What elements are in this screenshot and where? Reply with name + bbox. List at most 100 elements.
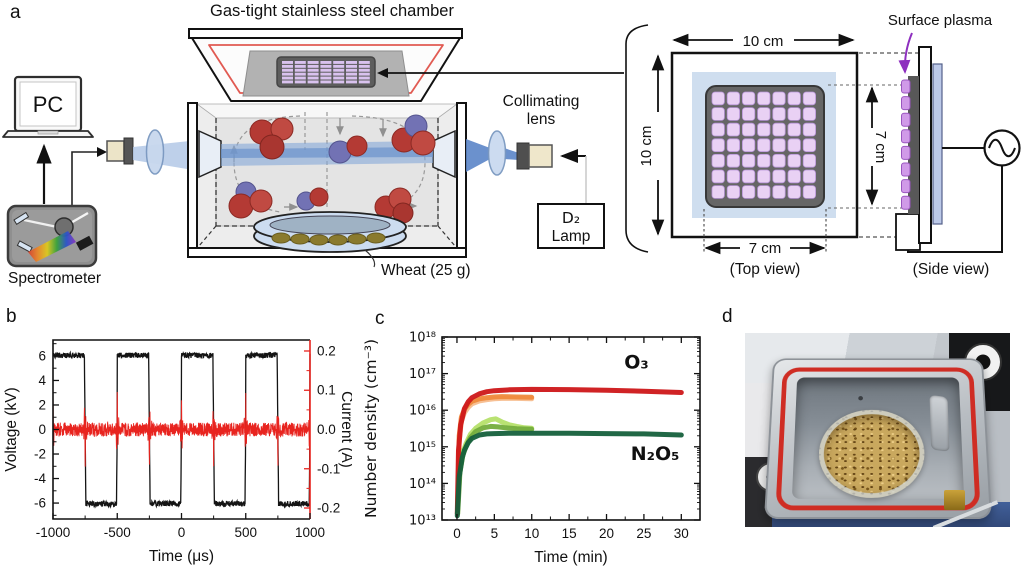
plasma-cell [711, 185, 725, 199]
plasma-cell [711, 138, 725, 153]
y-left-tick-label: 4 [38, 373, 46, 388]
plasma-cell [757, 107, 771, 121]
chamber-port-hole [857, 395, 863, 401]
side-view-plasma-segments [901, 79, 911, 210]
top-view-label: (Top view) [730, 261, 801, 278]
plasma-cell [772, 153, 786, 168]
plasma-cell [358, 72, 370, 76]
plasma-cell [307, 68, 319, 72]
plasma-cell [346, 68, 357, 72]
dim-left-label: 10 cm [638, 126, 655, 167]
y-left-tick-label: -6 [34, 496, 46, 511]
x-tick-label: 25 [636, 526, 651, 541]
plasma-cell [282, 61, 293, 64]
spectrometer-label: Spectrometer [8, 270, 101, 287]
plasma-cell [772, 107, 786, 121]
plasma-cell [320, 80, 332, 84]
plasma-cell [307, 61, 319, 64]
plasma-cell [757, 153, 771, 168]
d2-lamp-box: D₂ Lamp [537, 203, 605, 249]
dim-bottom-label: 7 cm [749, 240, 782, 257]
spectrometer-icon [6, 204, 98, 268]
x-tick-label: 30 [674, 526, 689, 541]
plasma-cell [333, 64, 345, 68]
plasma-cell [282, 68, 293, 72]
plasma-cell [333, 76, 345, 80]
side-view-plate [918, 46, 932, 244]
left-lens-icon [145, 129, 165, 175]
plasma-cell [307, 76, 319, 80]
photo-brass-fitting [943, 490, 965, 510]
panel-c-label: c [375, 308, 385, 329]
x-tick-label: 0 [178, 525, 186, 540]
right-beam-2 [504, 148, 519, 160]
plasma-cell [787, 91, 801, 106]
plasma-cell [346, 80, 357, 84]
plasma-cell [294, 64, 306, 68]
plasma-cell [711, 169, 725, 184]
top-view-diagram: 10 cm 10 cm 7 cm 7 cm (Top view) [638, 33, 906, 278]
surface-plasma-arrow [898, 32, 913, 74]
wheat-grains [271, 232, 386, 246]
wire-bottom [907, 166, 1003, 253]
plasma-cell [282, 72, 293, 76]
plasma-cell [726, 122, 741, 137]
gas-molecules [228, 114, 436, 224]
y-right-tick-label: -0.2 [317, 501, 340, 516]
y-tick-label: 10¹⁴ [409, 477, 436, 492]
plasma-cell [787, 107, 801, 121]
panel-d-label: d [722, 306, 733, 327]
plasma-cell [742, 122, 756, 137]
plasma-cell [726, 153, 741, 168]
wheat-leader-line [364, 249, 376, 268]
plasma-cell [282, 80, 293, 84]
plasma-cell [726, 107, 741, 121]
plasma-cell [711, 122, 725, 137]
pc-label: PC [33, 92, 64, 117]
plasma-cell [346, 72, 357, 76]
plasma-pointer-arrowhead [377, 68, 388, 78]
wheat-dish [253, 211, 407, 253]
panel-b-label: b [6, 306, 17, 327]
plasma-cell [787, 153, 801, 168]
detail-brace [625, 24, 649, 253]
plasma-cell [282, 64, 293, 68]
y-tick-label: 10¹⁸ [409, 331, 436, 346]
plasma-panel-cells [282, 61, 370, 84]
voltage-trace [52, 350, 311, 509]
plasma-cell [757, 169, 771, 184]
plasma-cell [333, 68, 345, 72]
collimating-lens-label-2: lens [527, 111, 556, 128]
lid-gasket [208, 44, 444, 94]
series-O₃ [454, 386, 684, 517]
plasma-cell [333, 80, 345, 84]
wheat-dish-photo [817, 409, 926, 498]
plasma-cell [742, 169, 756, 184]
plasma-cell [711, 91, 725, 106]
plasma-cell [711, 153, 725, 168]
plasma-cell [333, 72, 345, 76]
plasma-cell [282, 76, 293, 80]
plasma-cell [742, 107, 756, 121]
plasma-segment [901, 162, 911, 177]
y-left-tick-label: -2 [34, 447, 46, 462]
x-tick-label: 15 [562, 526, 577, 541]
plasma-cell [772, 91, 786, 106]
plasma-cell [787, 169, 801, 184]
detector-arrowhead [97, 147, 107, 157]
chamber-window-slot [929, 394, 950, 452]
plasma-cell [726, 185, 741, 199]
plasma-cell [346, 64, 357, 68]
y-right-tick-label: 0.0 [317, 422, 336, 437]
plasma-cell [320, 76, 332, 80]
plasma-cell [358, 76, 370, 80]
y-tick-label: 10¹⁵ [409, 440, 436, 455]
plasma-cell [307, 80, 319, 84]
molecule [249, 117, 294, 160]
y-right-tick-label: -0.1 [317, 461, 340, 476]
y-axis-label-left: Voltage (kV) [3, 387, 20, 471]
annotation-N₂O₅: N₂O₅ [631, 443, 680, 465]
x-tick-label: 20 [599, 526, 614, 541]
plasma-cell [358, 64, 370, 68]
